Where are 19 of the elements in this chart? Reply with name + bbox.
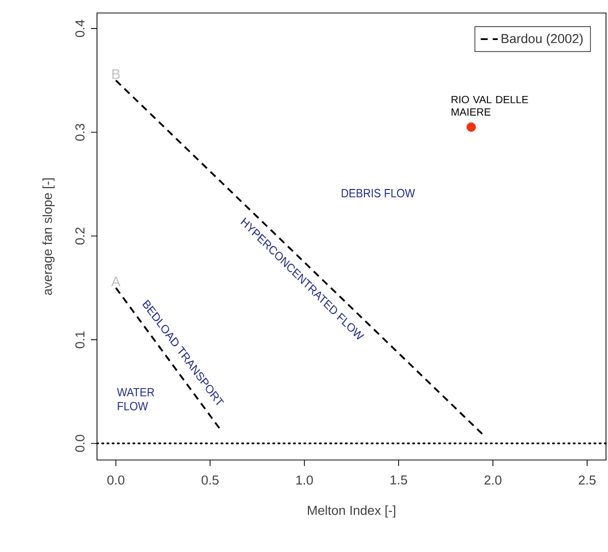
x-tick-label: 0.5 [202, 475, 219, 485]
x-tick-label: 2.0 [484, 475, 502, 485]
y-tick-label: 0.0 [75, 434, 85, 452]
annotation: B [112, 69, 120, 79]
x-tick-label: 1.5 [390, 475, 408, 485]
x-tick-label: 2.5 [578, 475, 596, 485]
y-tick-label: 0.4 [75, 20, 85, 38]
annotation: WATER FLOW [117, 388, 154, 410]
x-tick-label: 1.0 [296, 475, 313, 485]
x-tick-label: 0.0 [107, 475, 124, 485]
annotation: DEBRIS FLOW [342, 188, 415, 198]
annotation: A [111, 276, 120, 286]
y-tick-label: 0.1 [75, 331, 85, 348]
y-tick-label: 0.2 [75, 228, 85, 244]
y-tick-label: 0.3 [75, 124, 85, 141]
x-axis-title: Melton Index [-] [308, 505, 396, 518]
legend-label: Bardou (2002) [502, 34, 583, 46]
y-axis-title: average fan slope [-] [42, 178, 55, 295]
annotation: RIO VAL DELLE MAIERE [452, 96, 528, 116]
